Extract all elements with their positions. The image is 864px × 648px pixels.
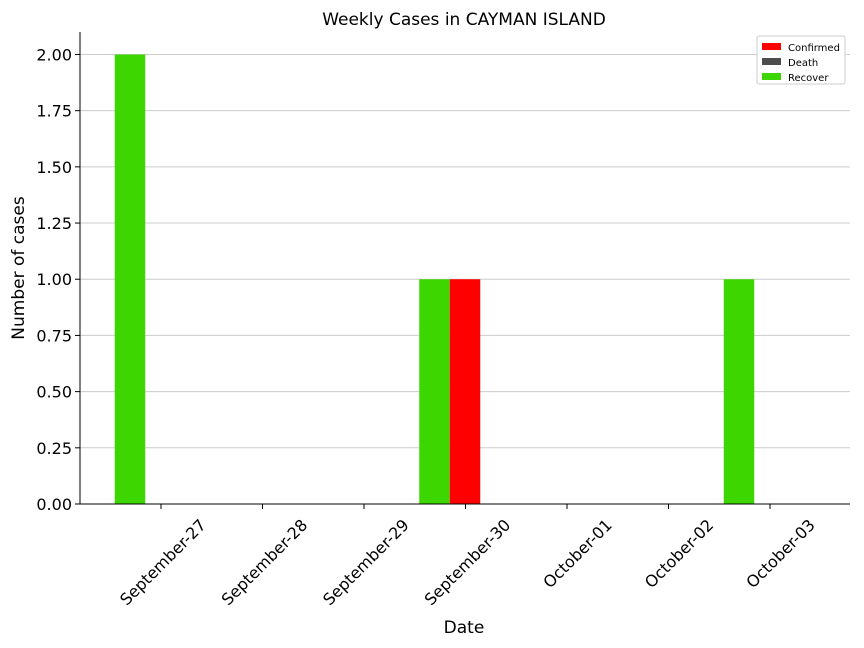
bar-recover-september-30 xyxy=(419,279,450,504)
y-tick-label: 0.75 xyxy=(36,326,72,345)
x-tick-label: October-02 xyxy=(641,515,717,591)
bar-recover-september-27 xyxy=(114,54,146,504)
legend-label-recover: Recover xyxy=(788,73,829,84)
y-tick-label: 0.00 xyxy=(36,495,72,514)
y-axis-label: Number of cases xyxy=(9,196,29,340)
legend-label-death: Death xyxy=(788,58,818,69)
y-tick-label: 0.25 xyxy=(36,439,72,458)
legend-swatch-recover xyxy=(762,73,781,80)
x-axis-ticks: September-27 September-28 September-29 Sept… xyxy=(116,504,819,609)
y-axis-ticks: 0.00 0.25 0.50 0.75 1.00 1.25 1.50 1.75 2.00 xyxy=(36,45,80,514)
legend: Confirmed Death Recover xyxy=(756,35,846,85)
y-tick-label: 1.75 xyxy=(36,102,72,121)
x-tick-label: October-01 xyxy=(539,515,615,591)
x-tick-label: September-27 xyxy=(116,515,210,609)
bar-recover-october-03 xyxy=(723,279,755,504)
x-tick-label: September-30 xyxy=(421,515,515,609)
x-tick-label: September-28 xyxy=(218,515,312,609)
y-tick-label: 1.50 xyxy=(36,158,72,177)
legend-swatch-death xyxy=(762,58,781,65)
y-tick-label: 2.00 xyxy=(36,45,72,64)
legend-label-confirmed: Confirmed xyxy=(788,43,840,54)
legend-swatch-confirmed xyxy=(762,43,781,50)
y-tick-label: 1.25 xyxy=(36,214,72,233)
x-axis-label: Date xyxy=(444,618,485,638)
bars xyxy=(114,54,755,504)
x-tick-label: September-29 xyxy=(319,515,413,609)
bar-confirmed-september-30 xyxy=(449,279,481,504)
y-tick-label: 0.50 xyxy=(36,383,72,402)
x-tick-label: October-03 xyxy=(742,515,818,591)
y-tick-label: 1.00 xyxy=(36,270,72,289)
chart-title: Weekly Cases in CAYMAN ISLAND xyxy=(322,10,606,30)
